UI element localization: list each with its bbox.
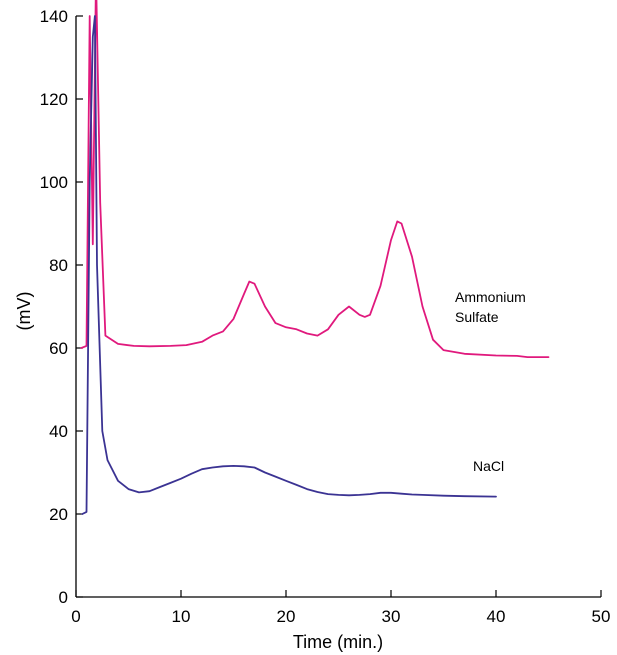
y-tick-label: 120 xyxy=(40,90,68,109)
x-tick-label: 10 xyxy=(172,607,191,626)
series-label: NaCl xyxy=(473,458,504,474)
x-tick-label: 40 xyxy=(487,607,506,626)
series-label: Sulfate xyxy=(455,309,499,325)
y-axis-title: (mV) xyxy=(14,292,34,331)
series-line-0 xyxy=(80,0,550,358)
y-ticks-group: 0 20 40 60 80 100 120 140 xyxy=(40,7,83,607)
y-tick-label: 0 xyxy=(59,588,68,607)
series-labels-group: Ammonium Sulfate NaCl xyxy=(455,289,526,474)
x-tick-label: 50 xyxy=(592,607,611,626)
x-ticks-group: 0 10 20 30 40 50 xyxy=(71,590,610,626)
series-group xyxy=(80,0,550,515)
y-tick-label: 80 xyxy=(49,256,68,275)
y-tick-label: 20 xyxy=(49,505,68,524)
axes-group xyxy=(75,16,601,598)
series-line-1 xyxy=(81,15,497,515)
y-tick-label: 40 xyxy=(49,422,68,441)
y-tick-label: 60 xyxy=(49,339,68,358)
y-tick-label: 140 xyxy=(40,7,68,26)
x-tick-label: 20 xyxy=(277,607,296,626)
x-axis-title: Time (min.) xyxy=(293,632,383,652)
x-tick-label: 0 xyxy=(71,607,80,626)
x-tick-label: 30 xyxy=(382,607,401,626)
y-tick-label: 100 xyxy=(40,173,68,192)
series-label: Ammonium xyxy=(455,289,526,305)
